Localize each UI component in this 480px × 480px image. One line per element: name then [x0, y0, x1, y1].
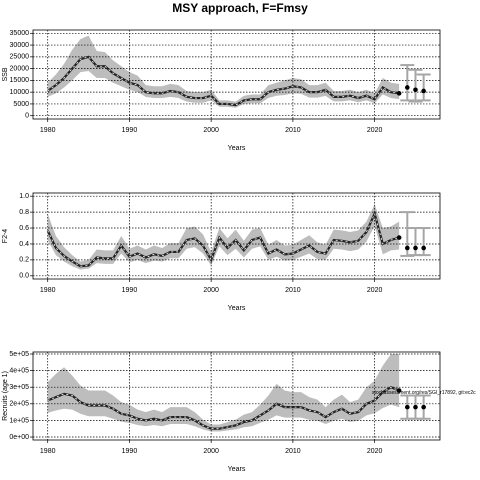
y-tick-label: 0.6 — [19, 225, 29, 232]
y-axis-label: SSB — [2, 67, 9, 81]
y-tick-label: 0.0 — [19, 273, 29, 280]
y-tick-label: 20000 — [10, 65, 30, 72]
x-tick-label: 1990 — [122, 287, 138, 294]
x-tick-label: 1980 — [40, 448, 56, 455]
last-point — [396, 388, 402, 393]
last-point — [396, 91, 402, 96]
y-tick-label: 5e+05 — [9, 351, 29, 358]
forecast-point — [405, 85, 410, 90]
y-tick-label: 0.8 — [19, 209, 29, 216]
y-tick-label: 25000 — [10, 54, 30, 61]
y-tick-label: 0e+00 — [9, 434, 29, 441]
x-tick-label: 1990 — [122, 448, 138, 455]
y-tick-label: 4e+05 — [9, 367, 29, 374]
y-tick-label: 2e+05 — [9, 401, 29, 408]
plot-frame — [32, 351, 441, 441]
confidence-band — [47, 35, 400, 108]
y-tick-label: 0.2 — [19, 257, 29, 264]
estimate-line — [46, 210, 400, 268]
y-tick-label: 5000 — [13, 101, 29, 108]
y-tick-label: 3e+05 — [9, 384, 29, 391]
y-tick-label: 1e+05 — [9, 417, 29, 424]
y-tick-label: 10000 — [10, 89, 30, 96]
estimate-line-dash — [47, 56, 400, 106]
y-tick-label: 1.0 — [19, 193, 29, 200]
x-tick-label: 2000 — [203, 127, 219, 134]
forecast-point — [421, 88, 426, 94]
x-axis-label: Years — [228, 145, 246, 152]
x-tick-label: 2020 — [367, 448, 383, 455]
chart-title: MSY approach, F=Fmsy — [172, 1, 308, 15]
last-point — [396, 235, 402, 240]
confidence-band — [47, 353, 400, 432]
y-tick-label: 30000 — [10, 42, 30, 49]
x-tick-label: 2000 — [203, 448, 219, 455]
x-tick-label: 1980 — [40, 127, 56, 134]
plot-frame — [32, 29, 441, 120]
forecast-point — [413, 87, 418, 93]
forecast-point — [413, 404, 418, 410]
y-tick-label: 35000 — [10, 30, 30, 37]
x-tick-label: 2020 — [367, 287, 383, 294]
forecast-point — [421, 404, 426, 410]
y-tick-label: 15000 — [10, 77, 30, 84]
forecast-point — [413, 245, 418, 251]
annotation: stockassessment.org/res/SGI_r17892, git:… — [372, 390, 476, 396]
x-tick-label: 2010 — [285, 287, 301, 294]
y-tick-label: 0 — [25, 113, 29, 120]
y-tick-label: 0.4 — [19, 241, 29, 248]
forecast-point — [421, 245, 426, 251]
x-tick-label: 2000 — [203, 287, 219, 294]
x-axis-label: Years — [228, 466, 246, 473]
y-axis-label: Recruits (age 1) — [2, 371, 9, 421]
x-axis-label: Years — [228, 305, 246, 312]
forecast-point — [405, 245, 410, 251]
x-tick-label: 1990 — [122, 127, 138, 134]
forecast-point — [405, 404, 410, 410]
x-tick-label: 2010 — [285, 127, 301, 134]
confidence-band — [47, 204, 400, 270]
plot-frame — [32, 192, 441, 280]
y-axis-label: F2-4 — [2, 229, 9, 244]
estimate-line-dash — [47, 386, 400, 430]
x-tick-label: 2010 — [285, 448, 301, 455]
x-tick-label: 1980 — [40, 287, 56, 294]
x-tick-label: 2020 — [367, 127, 383, 134]
